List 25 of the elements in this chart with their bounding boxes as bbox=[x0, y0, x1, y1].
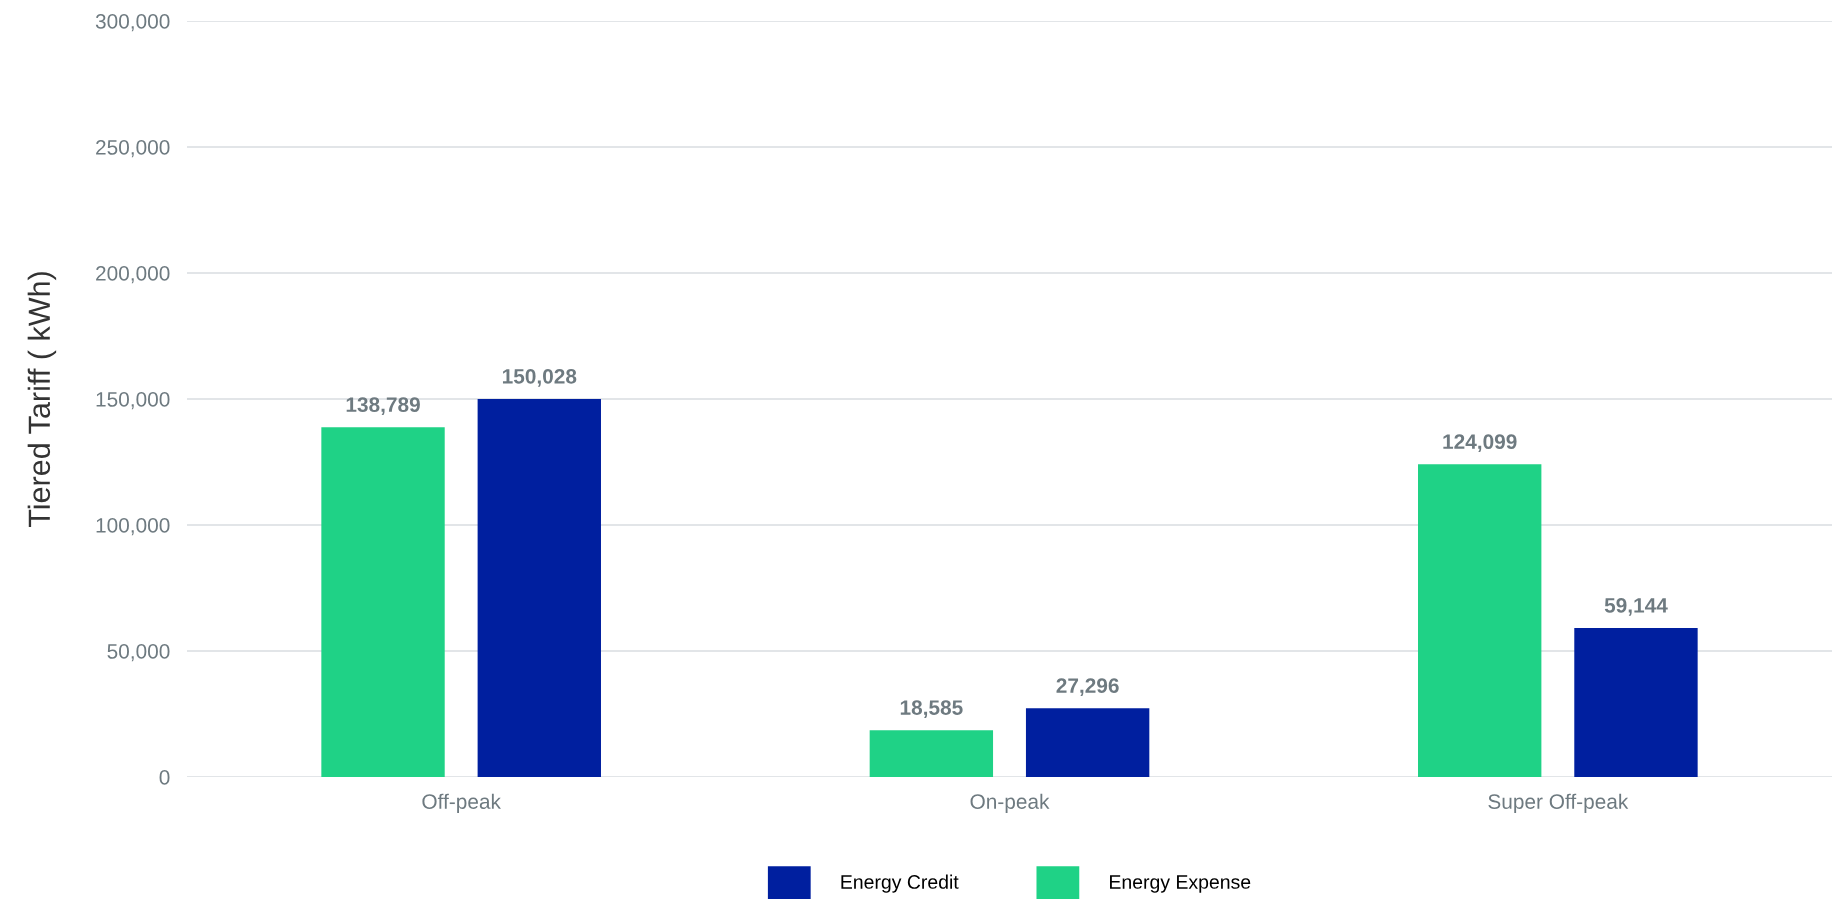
y-axis-title: Tiered Tariff ( kWh) bbox=[27, 272, 57, 528]
legend-label: Energy Expense bbox=[1110, 875, 1251, 893]
bar bbox=[1574, 627, 1698, 777]
y-tick-label: 150,000 bbox=[96, 392, 170, 410]
bar bbox=[869, 730, 994, 777]
y-tick-label: 50,000 bbox=[107, 644, 170, 662]
x-tick-label: Super Off-peak bbox=[1488, 793, 1629, 814]
data-label: 59,144 bbox=[1604, 597, 1668, 616]
data-label: 138,789 bbox=[346, 397, 420, 416]
data-label: 18,585 bbox=[900, 700, 963, 718]
bar bbox=[477, 398, 601, 777]
y-tick-label: 0 bbox=[159, 770, 170, 785]
y-tick-label: 200,000 bbox=[96, 266, 170, 284]
y-tick-label: 300,000 bbox=[95, 14, 170, 32]
legend-label: Energy Credit bbox=[841, 874, 959, 893]
bar bbox=[1418, 464, 1542, 777]
data-label: 124,099 bbox=[1443, 434, 1517, 453]
y-tick-label: 100,000 bbox=[96, 518, 170, 536]
data-label: 150,028 bbox=[502, 368, 577, 387]
data-label: 27,296 bbox=[1056, 678, 1119, 697]
x-tick-label: On-peak bbox=[970, 793, 1050, 814]
y-tick-label: 250,000 bbox=[96, 140, 170, 158]
bar bbox=[321, 427, 445, 777]
x-tick-label: Off-peak bbox=[422, 793, 501, 814]
bar bbox=[1025, 708, 1150, 777]
